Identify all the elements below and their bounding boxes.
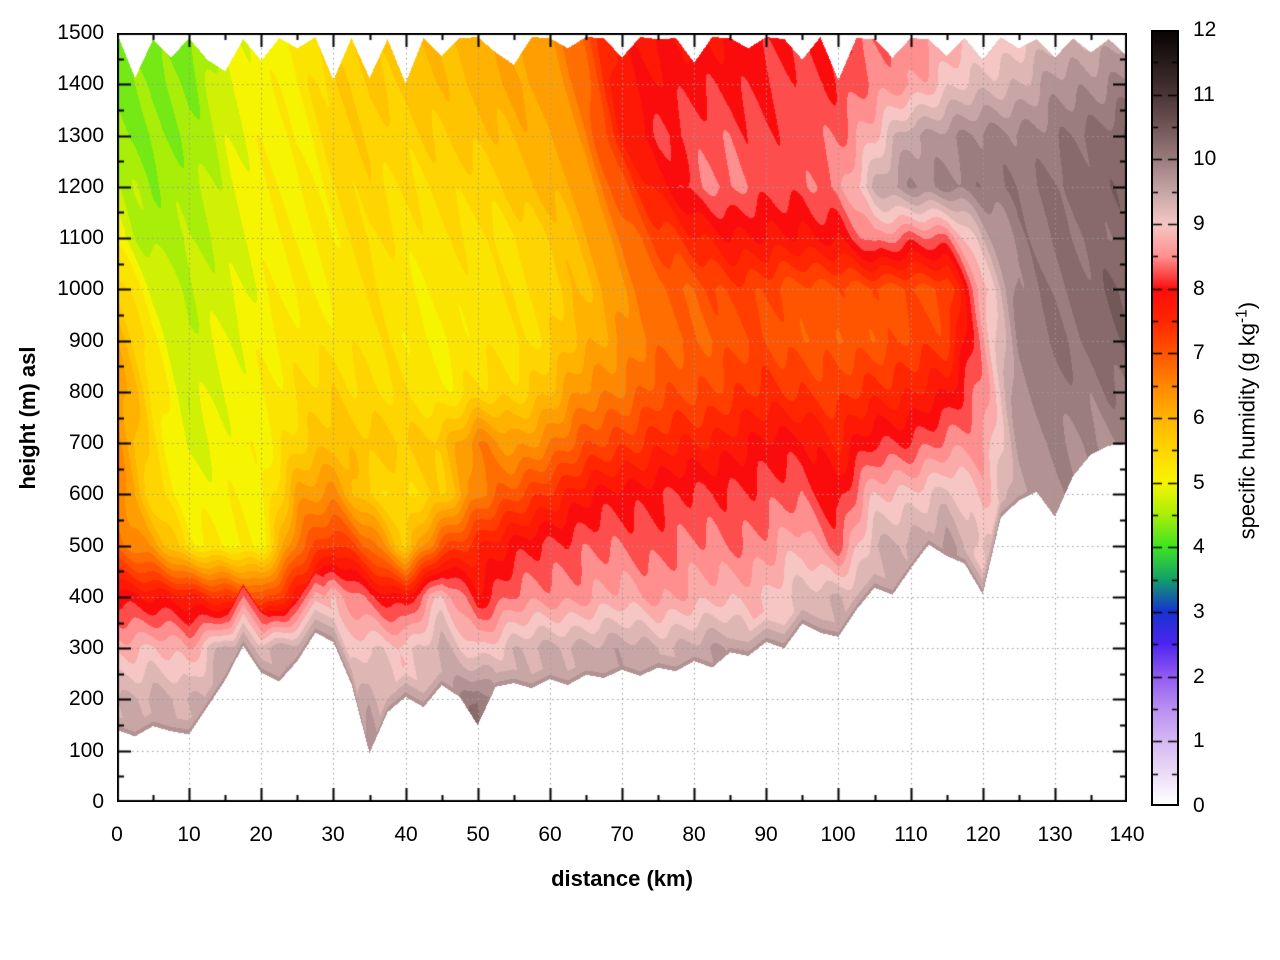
y-tick-label: 1100 [58,226,104,249]
colorbar-tick-label: 7 [1193,341,1205,364]
y-tick-label: 900 [68,329,104,352]
x-tick-label: 30 [321,823,345,846]
x-tick-label: 20 [249,823,273,846]
x-tick-label: 130 [1037,823,1073,846]
x-tick-label: 0 [111,823,123,846]
x-tick-label: 90 [754,823,778,846]
x-tick-label: 100 [820,823,856,846]
y-tick-label: 1400 [57,72,104,95]
y-tick-label: 200 [68,687,104,710]
colorbar-ticks [1151,30,1179,806]
x-tick-label: 40 [394,823,418,846]
colorbar-tick-label: 8 [1193,277,1205,300]
colorbar-tick-label: 11 [1193,83,1215,106]
colorbar-tick-label: 10 [1193,147,1217,170]
x-tick-label: 110 [894,823,928,846]
y-axis-label: height (m) asl [15,346,40,490]
y-tick-label: 0 [92,790,104,813]
x-tick-label: 120 [965,823,1001,846]
x-tick-label: 80 [682,823,706,846]
colorbar-tick-label: 1 [1193,729,1205,752]
colorbar-label-text: specific humidity (g kg [1234,322,1260,540]
colorbar-tick-label: 2 [1193,665,1205,688]
x-tick-label: 10 [177,823,201,846]
colorbar-tick-label: 5 [1193,471,1205,494]
contour-plot [117,33,1127,802]
y-tick-label: 500 [68,534,104,557]
y-tick-label: 800 [68,380,104,403]
colorbar-tick-label: 0 [1193,794,1205,817]
x-tick-label: 70 [610,823,634,846]
x-tick-label: 140 [1109,823,1145,846]
x-tick-label: 60 [538,823,562,846]
colorbar-tick-label: 12 [1193,18,1217,41]
x-tick-label: 50 [466,823,490,846]
x-axis-label: distance (km) [551,866,693,891]
y-tick-label: 600 [68,482,104,505]
y-tick-label: 300 [68,636,104,659]
y-tick-label: 700 [68,431,104,454]
colorbar-tick-label: 4 [1193,535,1205,558]
y-tick-label: 100 [68,739,104,762]
colorbar-label-superscript: -1 [1233,309,1251,323]
colorbar-tick-label: 9 [1193,212,1205,235]
y-tick-label: 1000 [57,277,104,300]
y-tick-label: 1200 [57,175,104,198]
colorbar-tick-label: 3 [1193,600,1205,623]
colorbar-label-close: ) [1234,301,1260,310]
y-tick-label: 400 [68,585,104,608]
colorbar-label: specific humidity (g kg-1) [1229,256,1260,586]
y-tick-label: 1500 [57,21,104,44]
y-tick-label: 1300 [57,124,104,147]
colorbar-tick-label: 6 [1193,406,1205,429]
